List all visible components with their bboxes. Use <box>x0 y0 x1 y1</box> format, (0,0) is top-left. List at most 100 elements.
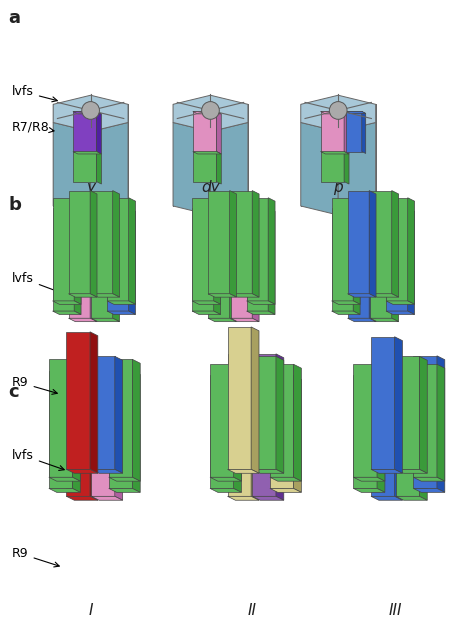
Polygon shape <box>371 496 402 501</box>
Polygon shape <box>49 478 80 481</box>
Polygon shape <box>320 111 344 152</box>
Polygon shape <box>251 354 259 501</box>
Polygon shape <box>113 191 119 297</box>
Polygon shape <box>230 191 252 294</box>
Polygon shape <box>192 197 214 301</box>
Text: lvfs: lvfs <box>12 449 64 471</box>
Text: I: I <box>88 603 93 618</box>
Polygon shape <box>413 478 445 481</box>
Polygon shape <box>113 215 119 322</box>
Polygon shape <box>193 111 216 152</box>
Polygon shape <box>193 152 216 181</box>
Polygon shape <box>408 197 415 304</box>
Polygon shape <box>73 111 97 152</box>
Polygon shape <box>74 197 81 304</box>
Polygon shape <box>371 469 402 473</box>
Polygon shape <box>251 327 259 473</box>
Polygon shape <box>354 488 385 492</box>
Polygon shape <box>192 301 220 304</box>
Polygon shape <box>210 122 248 215</box>
Polygon shape <box>109 488 140 492</box>
Polygon shape <box>115 356 123 473</box>
Polygon shape <box>293 376 301 492</box>
Polygon shape <box>396 496 427 501</box>
Polygon shape <box>73 152 97 181</box>
Text: II: II <box>247 603 256 618</box>
Polygon shape <box>369 215 376 322</box>
Polygon shape <box>228 469 259 473</box>
Polygon shape <box>276 354 284 501</box>
Polygon shape <box>377 376 385 492</box>
Polygon shape <box>229 191 237 297</box>
Polygon shape <box>228 496 259 501</box>
Polygon shape <box>230 318 259 322</box>
Polygon shape <box>377 365 385 481</box>
Polygon shape <box>69 294 97 297</box>
Polygon shape <box>193 152 221 154</box>
Polygon shape <box>91 496 123 501</box>
Text: R9: R9 <box>12 376 57 394</box>
Polygon shape <box>370 318 399 322</box>
Polygon shape <box>228 327 251 469</box>
Polygon shape <box>66 496 98 501</box>
Polygon shape <box>344 111 349 154</box>
Polygon shape <box>69 215 90 318</box>
Polygon shape <box>91 469 123 473</box>
Polygon shape <box>396 356 419 469</box>
Polygon shape <box>132 371 140 492</box>
Polygon shape <box>268 197 275 304</box>
Polygon shape <box>353 197 360 304</box>
Polygon shape <box>49 360 73 478</box>
Polygon shape <box>234 376 241 492</box>
Text: III: III <box>388 603 402 618</box>
Polygon shape <box>230 294 259 297</box>
Polygon shape <box>69 318 97 322</box>
Polygon shape <box>216 152 221 184</box>
Polygon shape <box>346 111 366 114</box>
Polygon shape <box>394 364 402 501</box>
Polygon shape <box>66 469 98 473</box>
Polygon shape <box>270 365 293 478</box>
Polygon shape <box>301 122 338 215</box>
Polygon shape <box>230 215 252 318</box>
Polygon shape <box>210 376 234 488</box>
Polygon shape <box>109 478 140 481</box>
Polygon shape <box>91 191 113 294</box>
Polygon shape <box>173 122 210 215</box>
Polygon shape <box>74 208 81 314</box>
Polygon shape <box>210 478 241 481</box>
Polygon shape <box>408 208 415 314</box>
Polygon shape <box>109 360 132 478</box>
Polygon shape <box>270 376 293 488</box>
Polygon shape <box>276 356 284 473</box>
Polygon shape <box>370 294 399 297</box>
Polygon shape <box>49 371 73 488</box>
Polygon shape <box>73 371 80 492</box>
Polygon shape <box>338 122 375 215</box>
Polygon shape <box>369 191 376 297</box>
Polygon shape <box>252 356 276 469</box>
Ellipse shape <box>381 474 410 491</box>
Polygon shape <box>91 215 113 318</box>
Polygon shape <box>128 197 136 304</box>
Polygon shape <box>208 294 237 297</box>
Polygon shape <box>252 496 284 501</box>
Ellipse shape <box>356 298 383 314</box>
Polygon shape <box>208 215 229 318</box>
Ellipse shape <box>237 474 266 491</box>
Polygon shape <box>413 365 437 478</box>
Polygon shape <box>386 208 408 311</box>
Polygon shape <box>396 469 427 473</box>
Polygon shape <box>346 111 362 152</box>
Polygon shape <box>210 365 234 478</box>
Polygon shape <box>270 478 301 481</box>
Polygon shape <box>66 332 90 469</box>
Polygon shape <box>437 365 445 481</box>
Polygon shape <box>413 488 445 492</box>
Polygon shape <box>73 360 80 481</box>
Polygon shape <box>246 197 268 301</box>
Polygon shape <box>90 191 97 297</box>
Polygon shape <box>268 208 275 314</box>
Polygon shape <box>252 354 276 496</box>
Ellipse shape <box>76 474 105 491</box>
